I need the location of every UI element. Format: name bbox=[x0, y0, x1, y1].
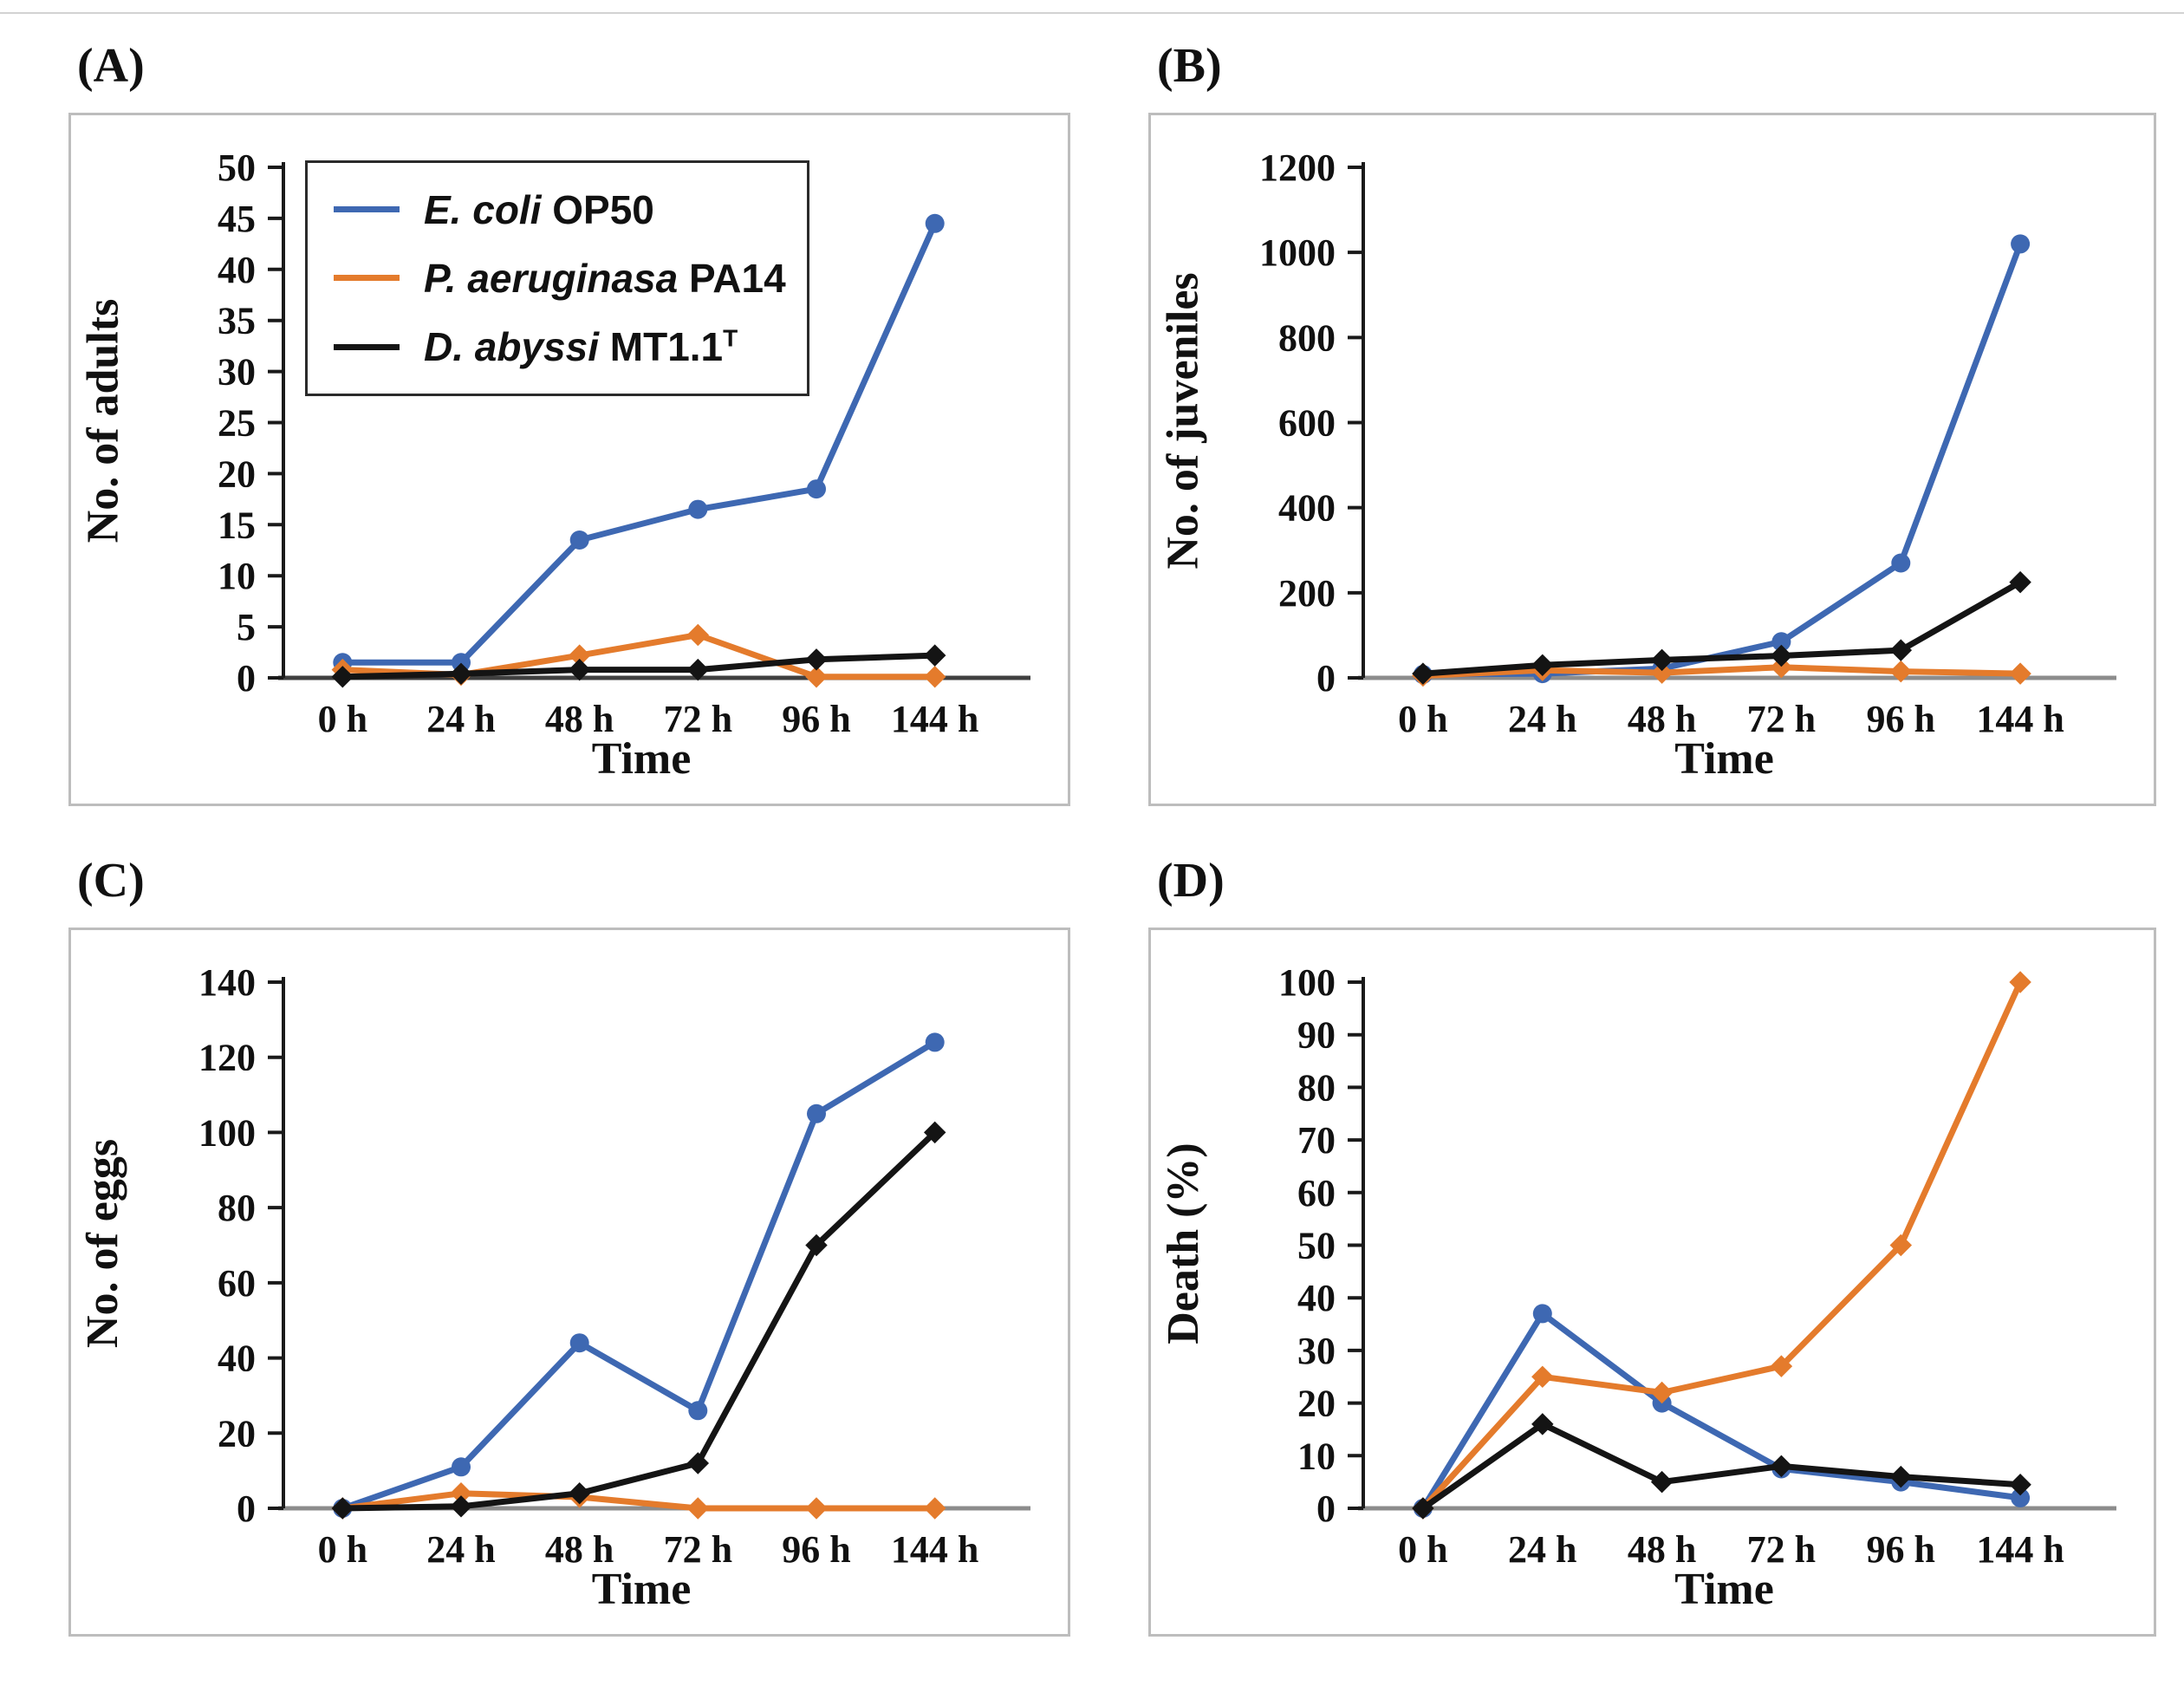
y-axis-title-adults: No. of adults bbox=[78, 298, 128, 543]
legend-item-ecoli: E. coli OP50 bbox=[334, 186, 798, 233]
svg-text:10: 10 bbox=[1297, 1435, 1336, 1477]
svg-text:35: 35 bbox=[218, 300, 256, 342]
panel-c-label: (C) bbox=[77, 854, 145, 908]
svg-text:144 h: 144 h bbox=[891, 698, 978, 740]
svg-text:1200: 1200 bbox=[1259, 146, 1336, 189]
svg-text:80: 80 bbox=[218, 1187, 256, 1229]
legend-label-paeruginosa: P. aeruginasa PA14 bbox=[424, 255, 786, 301]
svg-text:0 h: 0 h bbox=[318, 698, 367, 740]
legend-line-ecoli-icon bbox=[334, 206, 400, 213]
chart-adults: 0 5 10 15 20 25 30 35 40 45 50 0 h 24 h 48 h 72 h 96 h 1… bbox=[218, 146, 1030, 740]
x-axis-title-b: Time bbox=[1674, 734, 1774, 784]
panel-c-box: 0 20 40 60 80 100 120 140 0 h 24 h 48 h 72 h 96 h 144… bbox=[68, 928, 1070, 1637]
legend-label-ecoli: E. coli OP50 bbox=[424, 186, 654, 232]
x-axis-title-a: Time bbox=[591, 734, 692, 784]
y-axis-title-death: Death (%) bbox=[1158, 1142, 1208, 1344]
svg-text:400: 400 bbox=[1278, 487, 1336, 530]
chart-death: 0 10 20 30 40 50 60 70 80 90 100 0 h 24 h 48 h 72 h 96 … bbox=[1278, 961, 2116, 1571]
svg-text:72 h: 72 h bbox=[664, 1528, 732, 1571]
legend-line-dabyssi-icon bbox=[334, 343, 400, 350]
svg-text:25: 25 bbox=[218, 402, 256, 445]
svg-text:24 h: 24 h bbox=[1508, 698, 1576, 740]
panel-b: (B) 0 200 400 600 800 1000 1200 0 h 24 h 48 h 72 h… bbox=[1148, 38, 2156, 806]
svg-text:90: 90 bbox=[1297, 1014, 1336, 1057]
legend-line-paeruginosa-icon bbox=[334, 275, 400, 282]
y-axis-title-juveniles: No. of juveniles bbox=[1158, 271, 1208, 570]
svg-text:0: 0 bbox=[237, 657, 256, 700]
svg-text:144 h: 144 h bbox=[1976, 698, 2064, 740]
svg-text:72 h: 72 h bbox=[1747, 1528, 1816, 1571]
svg-text:20: 20 bbox=[218, 1412, 256, 1455]
svg-text:50: 50 bbox=[218, 146, 256, 189]
svg-text:48 h: 48 h bbox=[1628, 698, 1696, 740]
svg-text:144 h: 144 h bbox=[1976, 1528, 2064, 1571]
panel-a: (A) 0 5 10 15 20 25 30 35 40 45 50 0 h 24 h 48 h 72 h 9… bbox=[68, 38, 1070, 806]
panel-c: (C) 0 20 40 60 80 100 120 140 0 h 24 h 48 h 72 h 96 … bbox=[68, 853, 1070, 1637]
svg-text:120: 120 bbox=[198, 1037, 256, 1079]
svg-text:30: 30 bbox=[1297, 1330, 1336, 1372]
svg-text:0 h: 0 h bbox=[318, 1528, 367, 1571]
chart-eggs: 0 20 40 60 80 100 120 140 0 h 24 h 48 h 72 h 96 h 144… bbox=[198, 961, 1030, 1571]
svg-text:800: 800 bbox=[1278, 316, 1336, 359]
svg-text:70: 70 bbox=[1297, 1119, 1336, 1162]
chart-juveniles: 0 200 400 600 800 1000 1200 0 h 24 h 48 h 72 h 96 h… bbox=[1259, 146, 2116, 740]
top-rule bbox=[0, 12, 2184, 14]
svg-text:24 h: 24 h bbox=[1508, 1528, 1576, 1571]
x-axis-title-c: Time bbox=[591, 1565, 692, 1614]
svg-text:72 h: 72 h bbox=[664, 698, 732, 740]
svg-text:96 h: 96 h bbox=[782, 1528, 850, 1571]
svg-text:48 h: 48 h bbox=[1628, 1528, 1696, 1571]
panel-b-box: 0 200 400 600 800 1000 1200 0 h 24 h 48 h 72 h 96 h… bbox=[1148, 113, 2156, 806]
svg-text:0: 0 bbox=[1316, 657, 1336, 700]
panel-a-label: (A) bbox=[77, 39, 145, 93]
y-axis-title-eggs: No. of eggs bbox=[78, 1138, 128, 1348]
svg-text:5: 5 bbox=[237, 606, 256, 648]
svg-text:20: 20 bbox=[218, 452, 256, 495]
svg-text:10: 10 bbox=[218, 555, 256, 597]
svg-text:50: 50 bbox=[1297, 1225, 1336, 1267]
legend-label-dabyssi: D. abyssi MT1.1T bbox=[424, 324, 738, 370]
svg-text:0: 0 bbox=[1316, 1487, 1336, 1530]
svg-text:30: 30 bbox=[218, 351, 256, 394]
panel-b-label: (B) bbox=[1157, 39, 1222, 93]
svg-text:0 h: 0 h bbox=[1398, 1528, 1447, 1571]
svg-text:96 h: 96 h bbox=[1867, 1528, 1935, 1571]
svg-text:140: 140 bbox=[198, 961, 256, 1004]
legend: E. coli OP50 P. aeruginasa PA14 D. abyss… bbox=[305, 160, 809, 396]
svg-text:15: 15 bbox=[218, 504, 256, 546]
svg-text:200: 200 bbox=[1278, 572, 1336, 615]
legend-item-dabyssi: D. abyssi MT1.1T bbox=[334, 323, 798, 370]
svg-text:600: 600 bbox=[1278, 402, 1336, 445]
svg-text:48 h: 48 h bbox=[545, 698, 614, 740]
svg-text:24 h: 24 h bbox=[426, 698, 495, 740]
svg-text:0: 0 bbox=[237, 1487, 256, 1530]
panel-a-box: 0 5 10 15 20 25 30 35 40 45 50 0 h 24 h 48 h 72 h 96 h 1… bbox=[68, 113, 1070, 806]
svg-text:1000: 1000 bbox=[1259, 231, 1336, 274]
svg-text:40: 40 bbox=[218, 1338, 256, 1380]
x-axis-title-d: Time bbox=[1674, 1565, 1774, 1614]
svg-text:96 h: 96 h bbox=[1867, 698, 1935, 740]
legend-item-paeruginosa: P. aeruginasa PA14 bbox=[334, 255, 798, 302]
svg-text:144 h: 144 h bbox=[891, 1528, 978, 1571]
svg-text:80: 80 bbox=[1297, 1066, 1336, 1109]
svg-text:60: 60 bbox=[218, 1262, 256, 1305]
svg-text:40: 40 bbox=[1297, 1277, 1336, 1319]
panel-d-box: 0 10 20 30 40 50 60 70 80 90 100 0 h 24 h 48 h 72 h 96 … bbox=[1148, 928, 2156, 1637]
svg-text:45: 45 bbox=[218, 198, 256, 240]
svg-text:40: 40 bbox=[218, 249, 256, 291]
svg-text:48 h: 48 h bbox=[545, 1528, 614, 1571]
svg-text:24 h: 24 h bbox=[426, 1528, 495, 1571]
panel-d: (D) 0 10 20 30 40 50 60 70 80 90 100 0 h 24 h 48 h 72 … bbox=[1148, 853, 2156, 1637]
svg-text:20: 20 bbox=[1297, 1383, 1336, 1425]
svg-text:72 h: 72 h bbox=[1747, 698, 1816, 740]
svg-text:100: 100 bbox=[198, 1111, 256, 1154]
panel-d-label: (D) bbox=[1157, 854, 1225, 908]
svg-text:60: 60 bbox=[1297, 1172, 1336, 1214]
svg-text:100: 100 bbox=[1278, 961, 1336, 1004]
svg-text:96 h: 96 h bbox=[782, 698, 850, 740]
svg-text:0 h: 0 h bbox=[1398, 698, 1447, 740]
